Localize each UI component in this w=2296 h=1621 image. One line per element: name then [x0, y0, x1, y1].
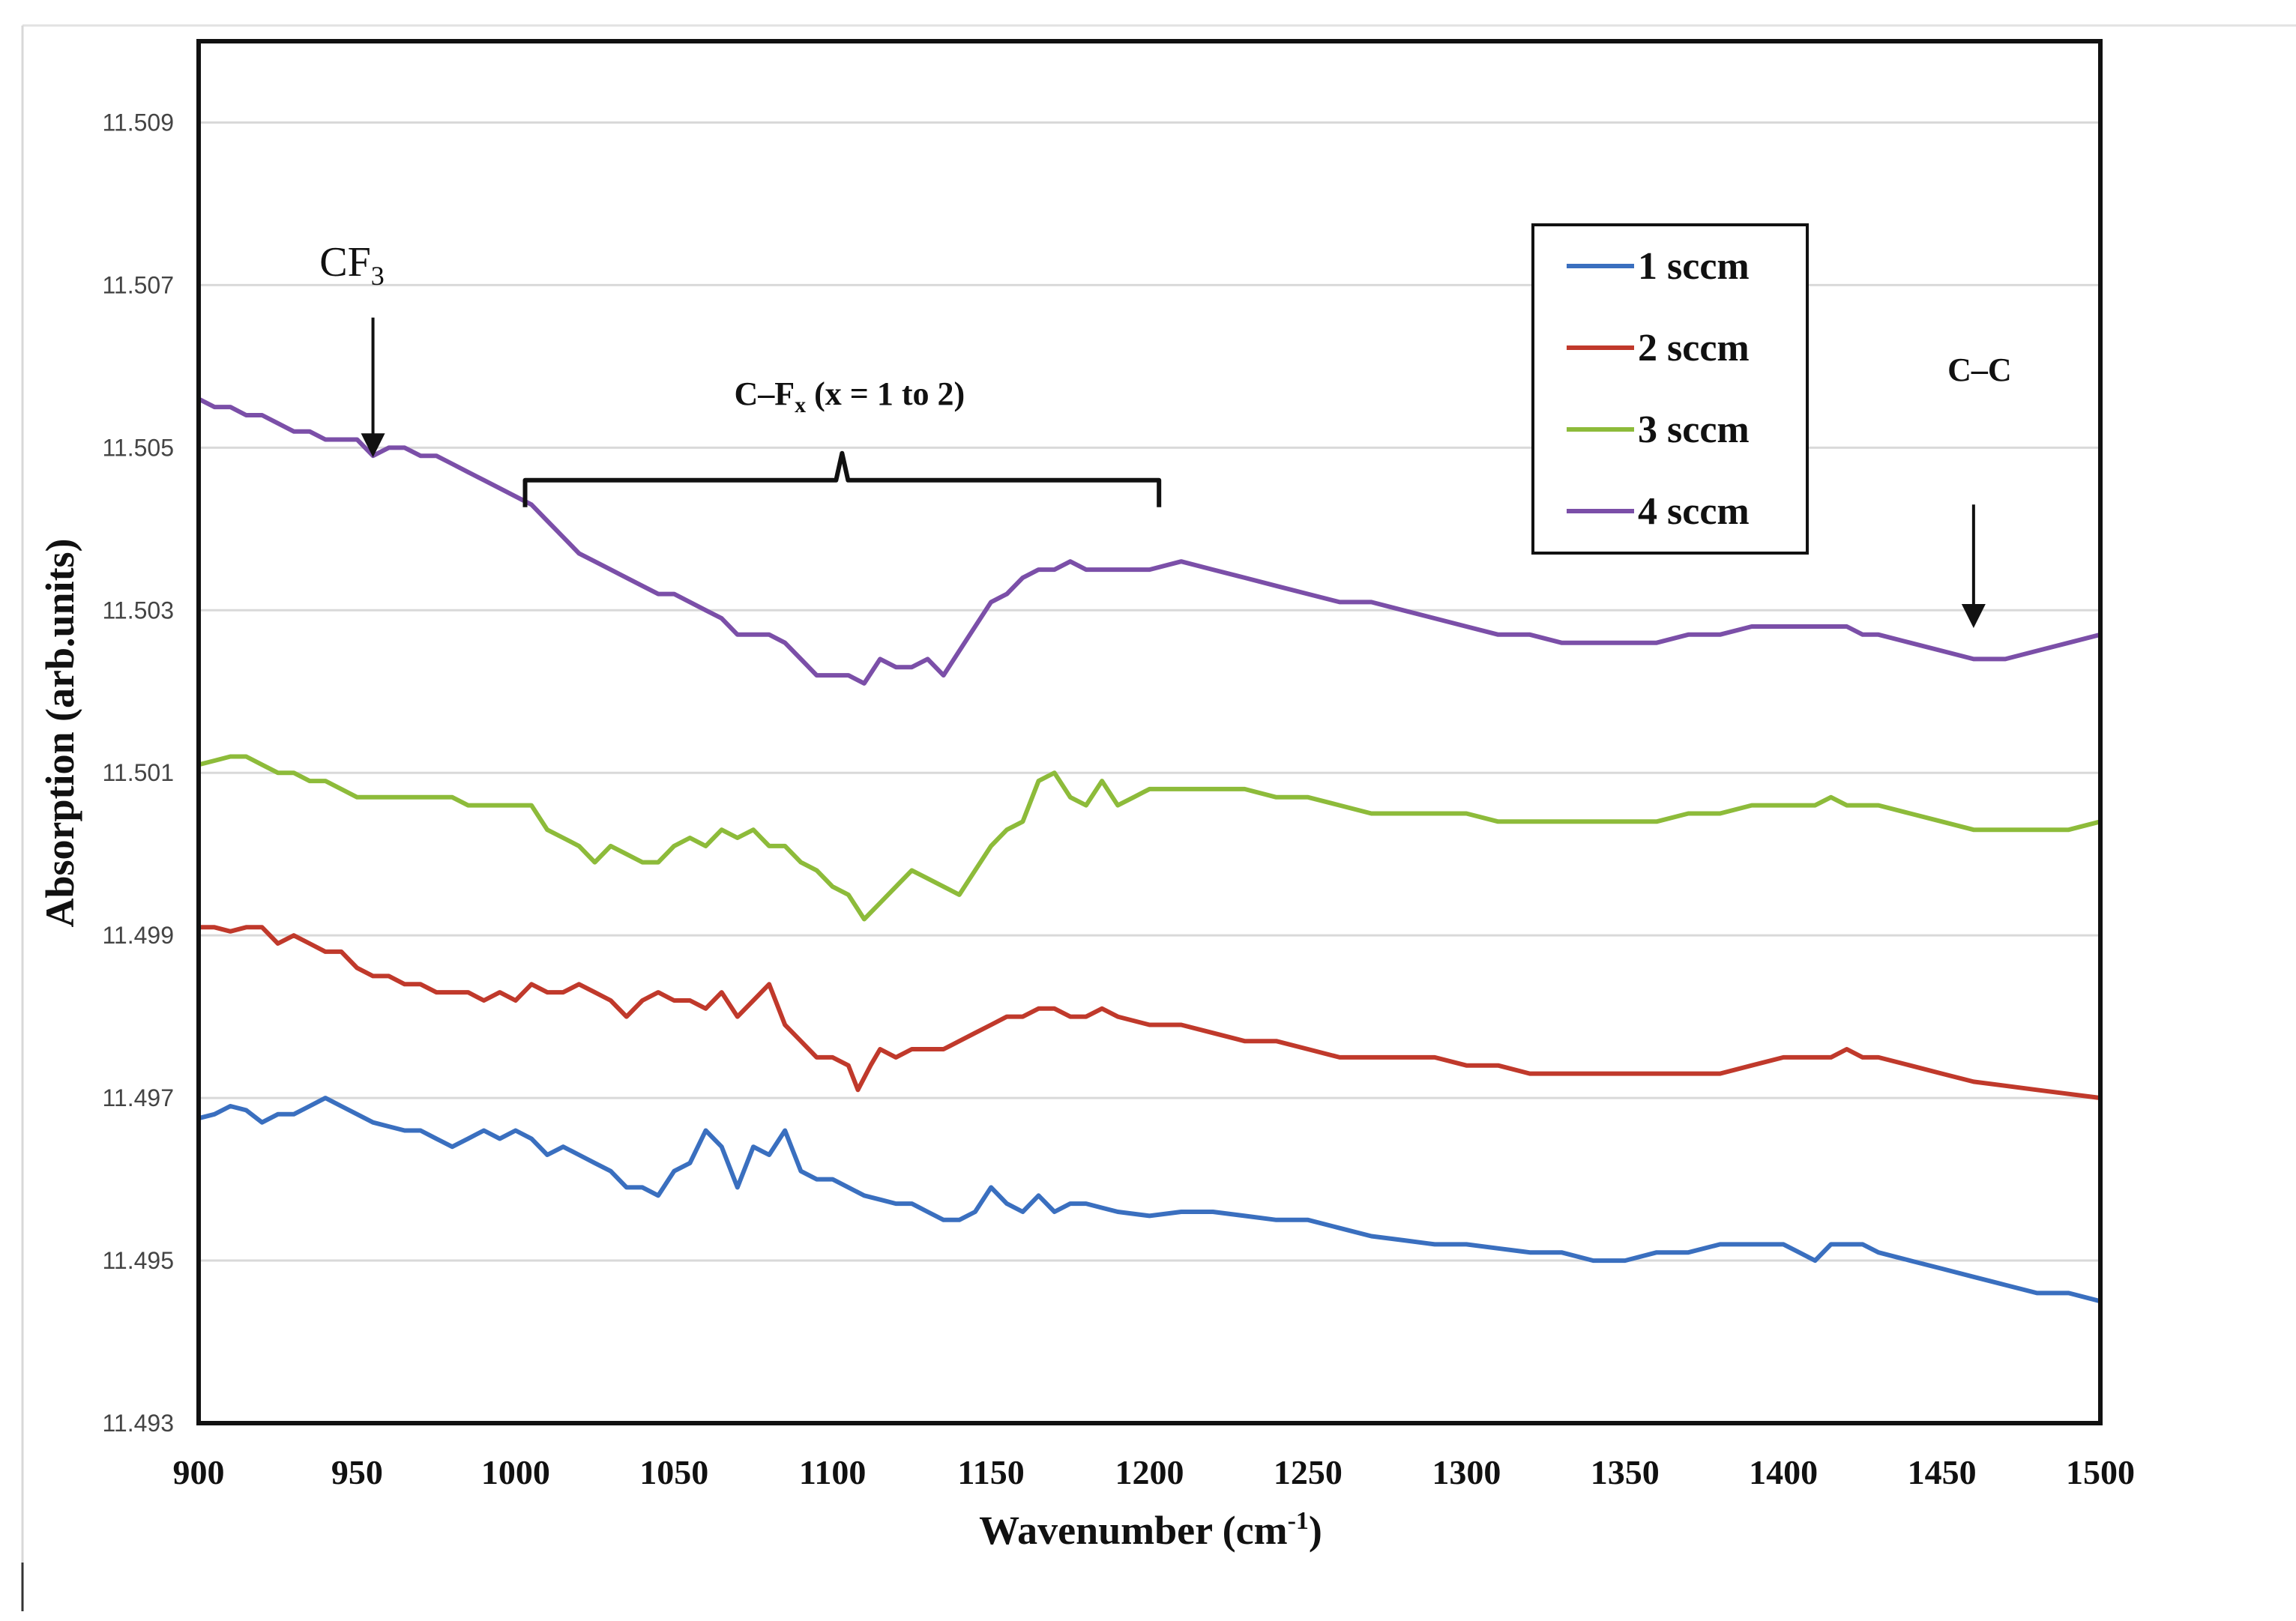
legend-items: 1 sccm 2 sccm 3 sccm 4 sccm — [1567, 245, 1750, 533]
x-tick-labels: 900 950 1000 1050 1100 1150 1200 1250 1300 1350 14… — [173, 1453, 2136, 1491]
y-tick-label: 11.507 — [103, 271, 175, 298]
cf3-label: CF3 — [319, 239, 385, 291]
y-tick-labels: 11.493 11.495 11.497 11.499 11.501 11.503 11.5… — [103, 109, 175, 1437]
x-axis-title-main: Wavenumber — [979, 1508, 1212, 1553]
legend-label-1: 1 sccm — [1638, 245, 1750, 288]
y-tick-label: 11.495 — [103, 1247, 175, 1274]
x-axis-unit-open: ( — [1212, 1508, 1235, 1553]
plot-frame — [196, 39, 2103, 1425]
x-tick-label: 1000 — [481, 1453, 550, 1491]
cc-label: C–C — [1947, 351, 2012, 388]
x-tick-label: 1500 — [2066, 1453, 2135, 1491]
legend: 1 sccm 2 sccm 3 sccm 4 sccm — [1531, 223, 1809, 555]
x-tick-label: 900 — [173, 1453, 225, 1491]
y-tick-label: 11.509 — [103, 109, 175, 136]
series-line-2-sccm — [196, 925, 2103, 1101]
x-tick-label: 1350 — [1591, 1453, 1660, 1491]
x-axis-title: Wavenumber (cm-1) — [979, 1507, 1322, 1553]
x-tick-label: 1150 — [957, 1453, 1024, 1491]
cfx-label-prefix: C–F — [735, 375, 795, 412]
y-tick-label: 11.493 — [103, 1410, 175, 1437]
cf3-label-sub: 3 — [371, 261, 385, 291]
x-tick-label: 1200 — [1115, 1453, 1184, 1491]
y-tick-label: 11.497 — [103, 1084, 175, 1111]
legend-label-4: 4 sccm — [1638, 490, 1750, 533]
y-tick-label: 11.499 — [103, 922, 175, 949]
series-line-4-sccm — [196, 396, 2103, 686]
x-axis-unit-close: ) — [1309, 1508, 1322, 1553]
x-tick-label: 950 — [331, 1453, 383, 1491]
cfx-brace — [522, 450, 1162, 507]
cfx-label-sub: x — [795, 393, 806, 417]
y-axis-title: Absorption (arb.units) — [37, 538, 82, 927]
cf3-label-base: CF — [319, 239, 371, 286]
series-line-3-sccm — [196, 754, 2103, 922]
series-line-1-sccm — [196, 1096, 2103, 1304]
x-tick-label: 1250 — [1274, 1453, 1343, 1491]
x-axis-unit-exp: -1 — [1288, 1507, 1309, 1535]
legend-label-3: 3 sccm — [1638, 408, 1750, 451]
y-tick-label: 11.501 — [103, 759, 175, 786]
cfx-label: C–Fx (x = 1 to 2) — [735, 375, 965, 417]
x-tick-label: 1050 — [639, 1453, 708, 1491]
series-group — [196, 396, 2103, 1304]
annotations: CF3 C–Fx (x = 1 to 2) C–C — [319, 239, 2012, 628]
legend-label-2: 2 sccm — [1638, 327, 1750, 369]
cfx-label-gap — [806, 375, 814, 412]
gridlines — [199, 121, 2100, 1262]
y-tick-label: 11.503 — [103, 597, 175, 624]
y-tick-label: 11.505 — [103, 434, 175, 461]
x-tick-label: 1300 — [1432, 1453, 1501, 1491]
x-tick-label: 1100 — [799, 1453, 866, 1491]
x-tick-label: 1400 — [1749, 1453, 1818, 1491]
legend-box — [1531, 223, 1809, 555]
x-tick-label: 1450 — [1908, 1453, 1977, 1491]
x-axis-unit-base: cm — [1236, 1508, 1288, 1553]
cfx-label-suffix: (x = 1 to 2) — [814, 375, 965, 412]
